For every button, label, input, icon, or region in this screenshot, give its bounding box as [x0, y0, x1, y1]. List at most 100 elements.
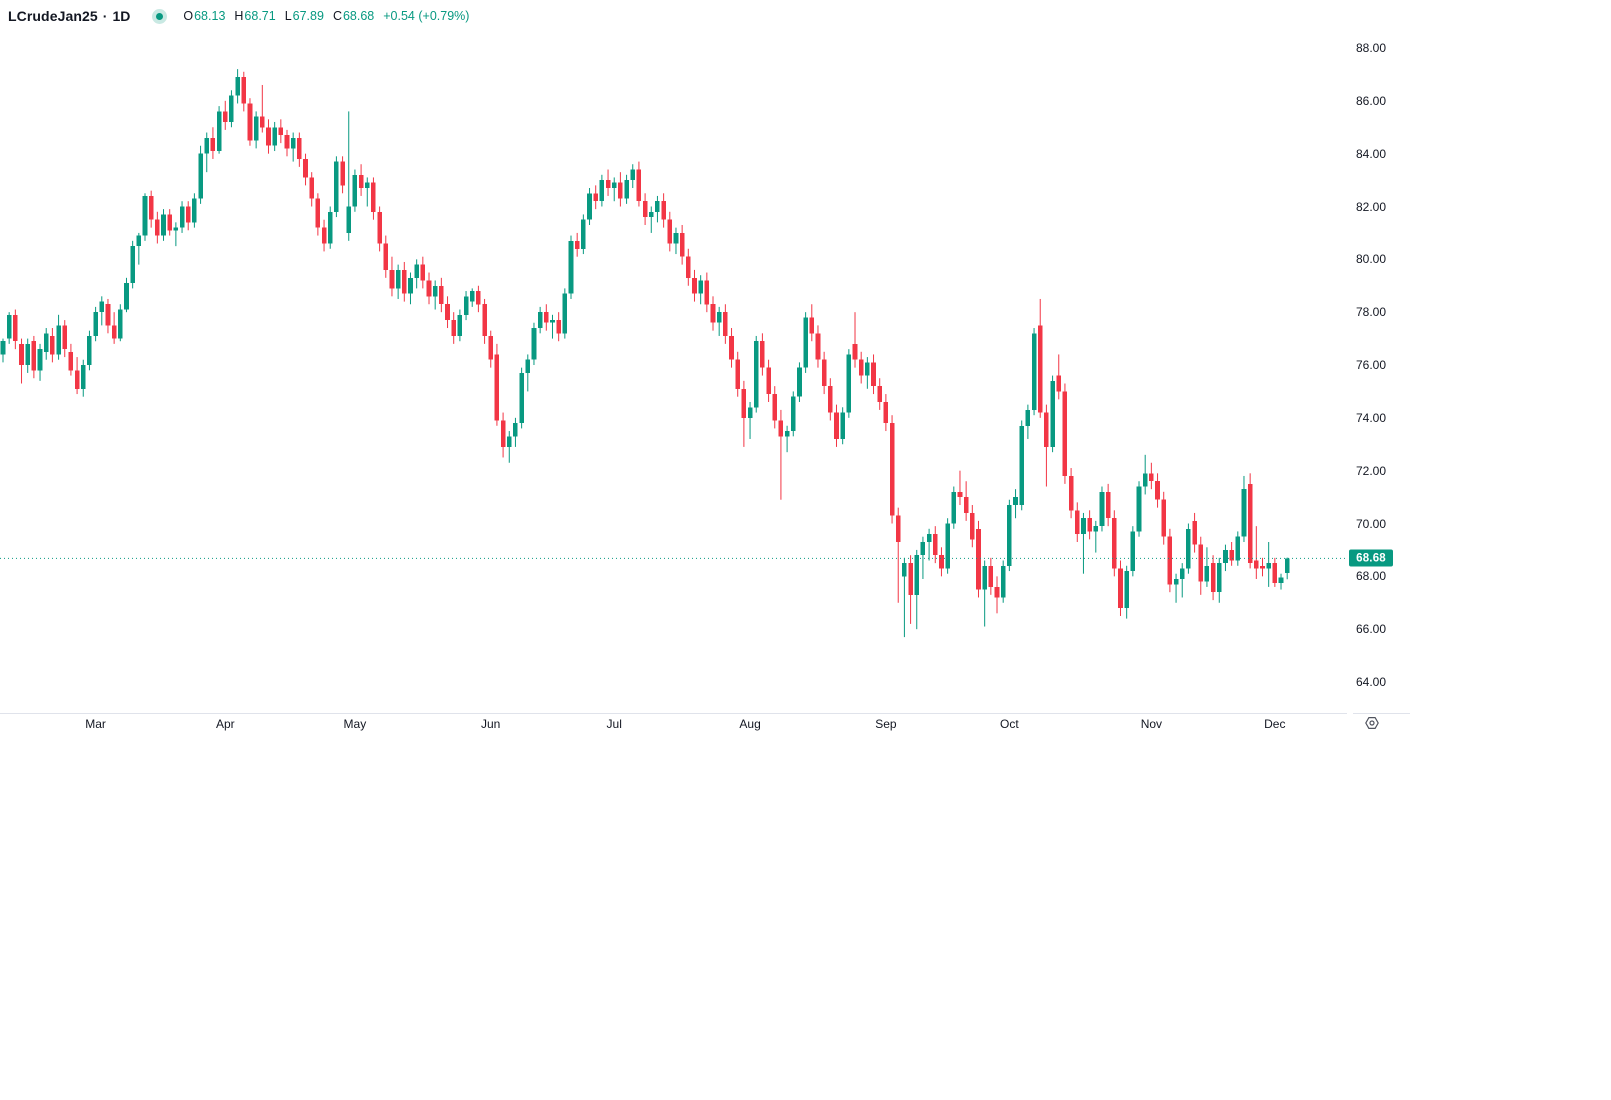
candle — [0, 338, 6, 363]
timeframe-label[interactable]: 1D — [112, 8, 131, 24]
candle — [346, 111, 352, 241]
candle — [25, 338, 30, 373]
candle — [68, 343, 74, 376]
month-tick-label: Jun — [481, 717, 501, 731]
candle — [698, 275, 703, 305]
candle — [155, 211, 160, 244]
candle — [1198, 536, 1204, 595]
high-label: H — [234, 9, 244, 23]
candle — [1050, 375, 1055, 453]
candle — [1074, 502, 1080, 542]
candle — [192, 193, 197, 228]
candlestick-plot[interactable] — [0, 0, 1400, 713]
candle — [309, 172, 314, 207]
candle — [19, 338, 24, 384]
candle — [1013, 489, 1018, 519]
candle — [352, 169, 358, 212]
candle — [525, 354, 531, 392]
candle — [710, 296, 716, 331]
candle — [167, 209, 172, 236]
candle — [43, 328, 49, 360]
candle — [852, 312, 858, 368]
candle — [932, 526, 938, 564]
candle — [753, 335, 759, 413]
candle — [741, 380, 747, 447]
candle — [272, 121, 277, 152]
candle — [395, 264, 401, 299]
candle — [118, 304, 123, 342]
time-axis[interactable]: Mar Apr May Jun Jul Aug Sep Oct Nov Dec — [0, 713, 1410, 743]
candle — [1105, 483, 1111, 527]
candle — [235, 69, 240, 104]
candle — [31, 335, 37, 379]
month-tick-label: Mar — [85, 717, 106, 731]
candle — [1186, 523, 1191, 574]
candle — [988, 557, 994, 595]
candle — [766, 359, 771, 402]
candle — [914, 549, 920, 630]
candle — [130, 240, 135, 289]
candle — [222, 100, 228, 130]
close-label: C — [332, 9, 342, 23]
candle — [111, 312, 117, 344]
candle — [692, 269, 697, 302]
candle — [482, 298, 487, 344]
open-value: 68.13 — [194, 9, 226, 23]
candle — [358, 164, 364, 196]
month-tick-label: Oct — [1000, 717, 1019, 731]
candle — [334, 156, 339, 218]
candle — [247, 98, 253, 146]
candle — [630, 164, 636, 189]
candle — [963, 481, 969, 521]
candle — [624, 174, 629, 204]
candle — [815, 325, 821, 368]
candle — [550, 314, 555, 339]
candle — [1235, 531, 1241, 566]
candle — [926, 528, 932, 561]
candle — [1216, 557, 1222, 603]
candle — [315, 193, 321, 236]
candle — [562, 288, 568, 339]
candle — [377, 206, 382, 252]
candle — [216, 106, 222, 154]
candle — [371, 177, 376, 220]
candle — [544, 304, 549, 331]
candle — [611, 177, 617, 202]
candle — [858, 351, 864, 384]
open-label: O — [183, 9, 194, 23]
candle — [414, 259, 419, 289]
candle — [93, 306, 98, 342]
low-value: 67.89 — [292, 9, 324, 23]
candle — [87, 330, 92, 371]
candle — [957, 470, 963, 506]
candle — [229, 90, 234, 128]
candle — [1173, 573, 1179, 603]
candle — [1068, 468, 1074, 519]
candle — [1099, 486, 1105, 532]
candle — [797, 362, 802, 402]
candle — [210, 127, 216, 159]
candle — [105, 298, 111, 334]
candle — [1044, 404, 1049, 487]
month-tick-label: May — [343, 717, 367, 731]
candle — [1112, 510, 1117, 577]
time-axis-settings-button[interactable] — [1363, 714, 1381, 732]
candle — [426, 272, 432, 305]
candle — [1019, 420, 1025, 511]
symbol-name[interactable]: LCrudeJan25 — [8, 8, 98, 24]
time-axis-border-right — [1353, 713, 1410, 714]
candle — [618, 172, 623, 207]
candle — [420, 256, 426, 289]
candle — [821, 351, 827, 395]
candle — [661, 193, 666, 228]
candle — [173, 222, 179, 247]
candle — [679, 224, 685, 265]
candle — [790, 391, 796, 437]
candle — [716, 306, 722, 336]
candle — [50, 328, 55, 363]
candle — [1124, 565, 1129, 619]
candle — [488, 330, 494, 368]
candle — [13, 309, 18, 350]
candle — [951, 486, 957, 529]
